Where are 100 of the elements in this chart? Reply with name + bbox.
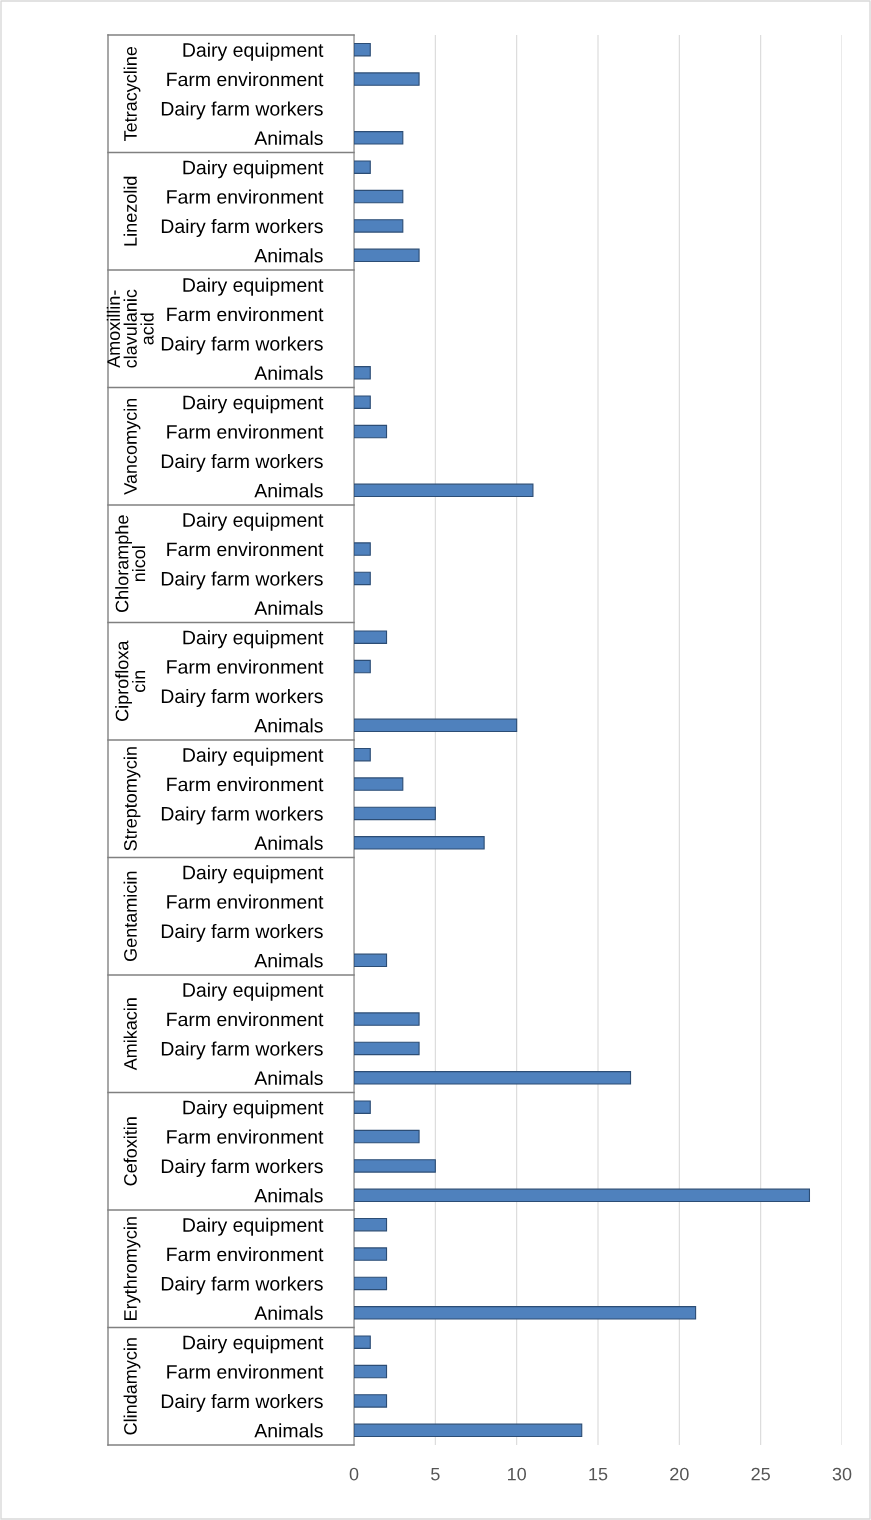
bar — [354, 1423, 583, 1438]
y-tick-label: Dairy farm workers — [161, 336, 323, 355]
text: Vancomycin — [123, 398, 141, 495]
text: Erythromycin — [123, 1217, 141, 1320]
text: Clindamycin — [123, 1338, 141, 1435]
y-tick-label: Farm environment — [167, 659, 324, 674]
y-tick-label: Dairy equipment — [183, 277, 324, 296]
text: Chloramphenicol — [115, 515, 146, 613]
y-tick-label: Dairy farm workers — [161, 806, 323, 825]
text: Ciprofloxacin — [115, 640, 146, 721]
x-tick-label: 25 — [751, 1467, 770, 1481]
x-tick-label: 10 — [508, 1467, 526, 1481]
text: Tetracycline — [123, 46, 141, 141]
text: Streptomycin — [123, 747, 141, 851]
bar — [354, 1071, 632, 1085]
y-tick-label: Farm environment — [167, 307, 324, 322]
bar — [354, 1041, 420, 1056]
y-tick-label: Dairy equipment — [183, 395, 324, 414]
y-tick-label: Dairy equipment — [183, 865, 324, 884]
bar — [354, 1188, 811, 1203]
y-tick-label: Animals — [254, 953, 323, 968]
bar — [354, 1129, 420, 1144]
bar — [354, 1247, 388, 1261]
bar — [354, 72, 420, 86]
bar — [354, 366, 371, 380]
y-tick-label: Dairy equipment — [183, 982, 324, 1001]
text: Linezolid — [123, 176, 137, 246]
y-tick-label: Farm environment — [167, 1247, 324, 1262]
x-tick-label: 15 — [589, 1467, 608, 1481]
text: Amoxillin-clavulanic acid — [106, 289, 154, 368]
y-tick-label: Dairy farm workers — [161, 453, 323, 473]
bar — [354, 1012, 420, 1026]
y-tick-label: Animals — [254, 1423, 323, 1438]
y-tick-label: Animals — [254, 483, 323, 498]
bar — [354, 1100, 371, 1114]
bar — [354, 777, 404, 791]
y-tick-label: Farm environment — [167, 1129, 324, 1144]
bar — [354, 160, 371, 174]
bar — [354, 659, 371, 674]
bar — [354, 542, 371, 556]
y-tick-label: Animals — [254, 130, 323, 146]
x-tick-label: 0 — [349, 1467, 359, 1481]
text: Cefoxitin — [123, 1117, 137, 1186]
text: Gentamicin — [123, 871, 137, 961]
bar — [354, 189, 404, 204]
bar — [354, 248, 420, 263]
y-tick-label: Animals — [254, 1070, 323, 1086]
bar — [354, 1335, 371, 1349]
bar — [354, 953, 388, 968]
y-tick-label: Dairy equipment — [183, 512, 324, 531]
y-tick-label: Farm environment — [167, 1012, 324, 1027]
bar — [354, 1364, 388, 1379]
y-tick-label: Farm environment — [167, 189, 324, 204]
y-tick-label: Dairy farm workers — [161, 1158, 323, 1178]
bar — [354, 131, 404, 145]
y-tick-label: Farm environment — [167, 894, 324, 909]
y-tick-label: Dairy farm workers — [161, 923, 323, 943]
bar — [354, 1217, 388, 1232]
y-tick-label: Animals — [254, 1305, 323, 1321]
bar — [354, 718, 518, 733]
y-tick-label: Animals — [254, 835, 323, 851]
y-tick-label: Dairy equipment — [183, 160, 324, 179]
bar — [354, 1394, 388, 1408]
bar — [354, 395, 371, 409]
y-tick-label: Dairy equipment — [183, 1100, 324, 1119]
y-tick-label: Dairy farm workers — [161, 101, 323, 120]
y-tick-label: Animals — [254, 718, 323, 733]
bar — [354, 571, 371, 586]
y-tick-label: Dairy equipment — [183, 1335, 324, 1354]
x-tick-label: 5 — [431, 1467, 440, 1481]
bar — [354, 42, 371, 57]
y-tick-label: Farm environment — [167, 542, 324, 557]
y-tick-label: Farm environment — [167, 424, 324, 439]
y-tick-label: Animals — [254, 600, 323, 616]
bar — [354, 747, 371, 762]
y-tick-label: Dairy farm workers — [161, 218, 323, 238]
y-tick-label: Animals — [254, 1188, 323, 1203]
y-tick-label: Dairy equipment — [183, 42, 324, 61]
bar — [354, 1159, 436, 1173]
bar — [354, 219, 404, 233]
y-tick-label: Farm environment — [167, 72, 324, 87]
y-tick-label: Dairy equipment — [183, 1217, 324, 1236]
bar — [354, 630, 388, 644]
bar — [354, 1306, 697, 1320]
y-tick-label: Animals — [254, 248, 323, 263]
y-tick-label: Dairy farm workers — [161, 1041, 323, 1060]
y-tick-label: Dairy farm workers — [161, 1276, 323, 1295]
y-tick-label: Farm environment — [167, 777, 324, 792]
bar — [354, 836, 485, 850]
x-tick-label: 20 — [670, 1467, 689, 1481]
bar — [354, 806, 436, 821]
y-tick-label: Dairy farm workers — [161, 1393, 323, 1413]
bar — [354, 424, 388, 439]
bar — [354, 1276, 388, 1291]
y-tick-label: Dairy equipment — [183, 630, 324, 649]
y-tick-label: Dairy farm workers — [161, 571, 323, 590]
bar — [354, 483, 534, 498]
y-tick-label: Animals — [254, 365, 323, 381]
y-tick-label: Dairy equipment — [183, 747, 324, 766]
y-tick-label: Dairy farm workers — [161, 688, 323, 708]
